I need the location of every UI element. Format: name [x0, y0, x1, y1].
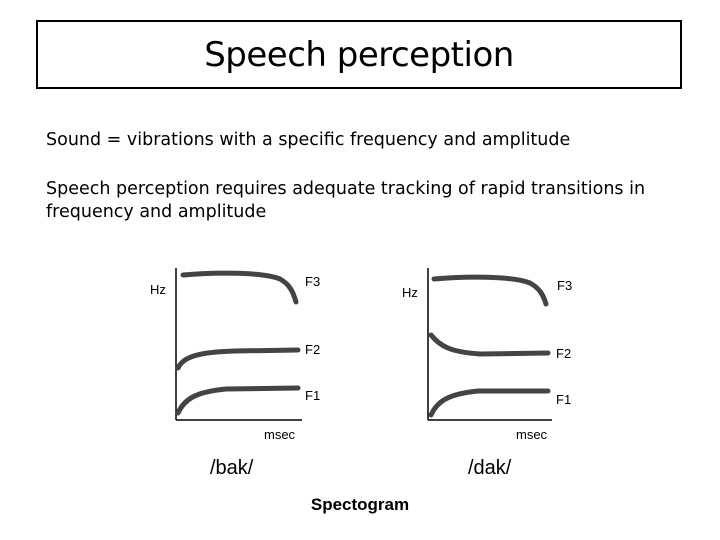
- f1-trace: [428, 388, 551, 418]
- definition-text: Sound = vibrations with a specific frequ…: [46, 130, 571, 150]
- y-axis-label: Hz: [402, 285, 418, 300]
- f2-label: F2: [556, 346, 571, 361]
- y-axis-label: Hz: [150, 282, 166, 297]
- f2-trace: [175, 347, 301, 371]
- f1-trace: [175, 385, 301, 416]
- f1-label: F1: [556, 392, 571, 407]
- syllable-label: /dak/: [468, 457, 512, 479]
- x-axis-label: msec: [516, 427, 548, 442]
- page-title: Speech perception: [204, 34, 514, 75]
- title-box: Speech perception: [36, 20, 682, 89]
- syllable-label: /bak/: [210, 457, 254, 479]
- f3-trace: [180, 270, 299, 305]
- f1-label: F1: [305, 388, 320, 403]
- figure-caption: Spectogram: [310, 495, 410, 514]
- f3-label: F3: [305, 274, 320, 289]
- bak-spectrogram: Hz msec F3 F2 F1 /bak/: [150, 268, 320, 479]
- f3-label: F3: [557, 278, 572, 293]
- f2-trace: [428, 332, 551, 357]
- f2-label: F2: [305, 342, 320, 357]
- f3-trace: [431, 274, 549, 307]
- dak-spectrogram: Hz msec F3 F2 F1 /dak/: [402, 268, 572, 479]
- x-axis-label: msec: [264, 427, 296, 442]
- perception-text: Speech perception requires adequate trac…: [46, 179, 646, 222]
